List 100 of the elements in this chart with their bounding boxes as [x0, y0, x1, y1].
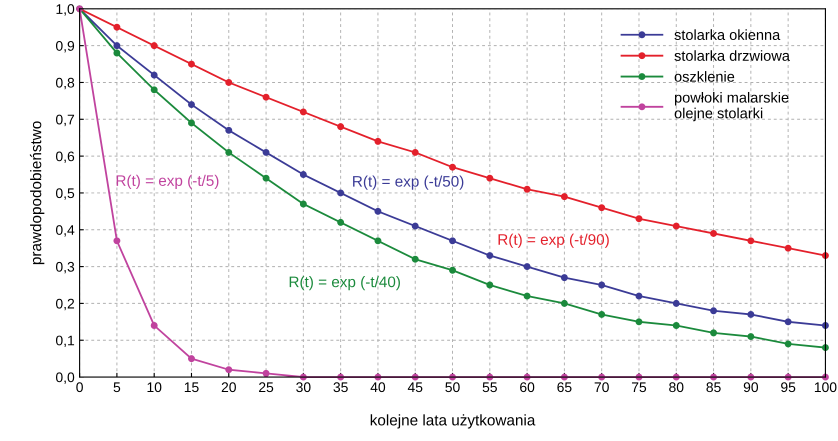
x-axis-title: kolejne lata użytkowania: [370, 414, 536, 429]
x-tick-label: 90: [744, 382, 758, 392]
x-tick-label: 70: [594, 382, 609, 392]
point: [672, 322, 680, 329]
point: [784, 318, 792, 326]
point: [150, 86, 158, 94]
point: [188, 355, 195, 362]
x-tick-label: 75: [632, 382, 646, 392]
point: [747, 310, 754, 318]
point: [784, 244, 792, 252]
point: [636, 215, 642, 222]
legend-label: stolarka drzwiowa: [674, 50, 790, 61]
point: [225, 126, 232, 134]
x-tick-label: 15: [184, 382, 199, 392]
point: [113, 24, 120, 31]
point: [486, 252, 494, 260]
y-tick-label: 1,0: [56, 4, 74, 16]
y-tick-label: 0,9: [56, 40, 74, 52]
point: [412, 256, 419, 263]
x-tick-label: 35: [333, 382, 348, 392]
point: [225, 78, 232, 86]
annotation: R(t) = exp (-t/5): [116, 174, 218, 190]
point: [636, 292, 642, 300]
point: [747, 333, 754, 340]
y-tick-label: 0,4: [56, 225, 74, 237]
point: [188, 120, 195, 126]
point: [300, 108, 307, 116]
point: [374, 208, 382, 215]
point: [747, 237, 754, 244]
point: [486, 174, 494, 182]
point: [598, 204, 606, 212]
point: [150, 322, 158, 329]
x-tick-label: 5: [114, 382, 120, 392]
point: [188, 101, 195, 108]
point: [524, 186, 531, 193]
point: [710, 329, 718, 336]
point: [300, 171, 307, 178]
point: [524, 263, 531, 270]
y-axis-title: prawdopodobieństwo: [30, 121, 44, 264]
annotation: R(t) = exp (-t/50): [353, 176, 464, 190]
point: [672, 300, 680, 307]
x-tick-label: 100: [814, 382, 836, 392]
x-tick-label: 45: [408, 382, 422, 392]
point: [113, 50, 120, 56]
x-tick-label: 50: [445, 382, 460, 392]
point: [412, 222, 419, 230]
point: [374, 138, 382, 145]
point: [262, 370, 270, 377]
point: [560, 274, 568, 282]
point: [784, 340, 792, 348]
point: [412, 148, 419, 156]
legend-label: stolarka okienna: [674, 29, 780, 40]
point: [710, 230, 718, 237]
y-tick-label: 0,7: [56, 114, 74, 126]
x-tick-label: 65: [557, 382, 572, 392]
x-tick-label: 60: [520, 382, 534, 392]
x-tick-label: 30: [296, 382, 311, 392]
y-tick-label: 0,8: [56, 78, 74, 90]
y-tick-label: 0,3: [56, 262, 74, 274]
annotation: R(t) = exp (-t/90): [498, 234, 609, 248]
y-tick-label: 0,2: [56, 298, 74, 310]
x-tick-label: 10: [148, 382, 162, 392]
point: [710, 307, 718, 314]
point: [560, 193, 568, 200]
point: [598, 310, 606, 318]
point: [524, 292, 531, 300]
point: [598, 282, 606, 288]
point: [337, 123, 344, 130]
x-tick-label: 25: [259, 382, 274, 392]
x-tick-label: 55: [482, 382, 497, 392]
point: [262, 94, 270, 101]
y-tick-label: 0,0: [56, 372, 74, 384]
x-tick-label: 95: [781, 382, 796, 392]
point: [262, 174, 270, 182]
point: [188, 60, 195, 68]
x-tick-label: 40: [370, 382, 386, 392]
point: [262, 148, 270, 156]
point: [150, 42, 158, 50]
y-tick-label: 0,5: [56, 188, 74, 200]
point: [449, 164, 456, 171]
point: [560, 300, 568, 307]
point: [374, 237, 382, 244]
point: [337, 218, 344, 226]
x-tick-label: 20: [222, 382, 236, 392]
point: [337, 189, 344, 196]
point: [486, 282, 494, 288]
point: [300, 200, 307, 208]
x-tick-label: 80: [669, 382, 684, 392]
x-tick-label: 85: [706, 382, 721, 392]
point: [225, 148, 232, 156]
annotation: R(t) = exp (-t/40): [290, 276, 400, 290]
point: [449, 266, 456, 274]
legend-label: powłoki malarskie olejne stolarki: [674, 92, 788, 122]
point: [636, 318, 642, 326]
point: [449, 237, 456, 244]
point: [150, 72, 158, 79]
x-tick-label: 0: [76, 382, 83, 392]
point: [113, 237, 120, 244]
point: [672, 222, 680, 230]
y-tick-label: 0,6: [56, 151, 74, 163]
